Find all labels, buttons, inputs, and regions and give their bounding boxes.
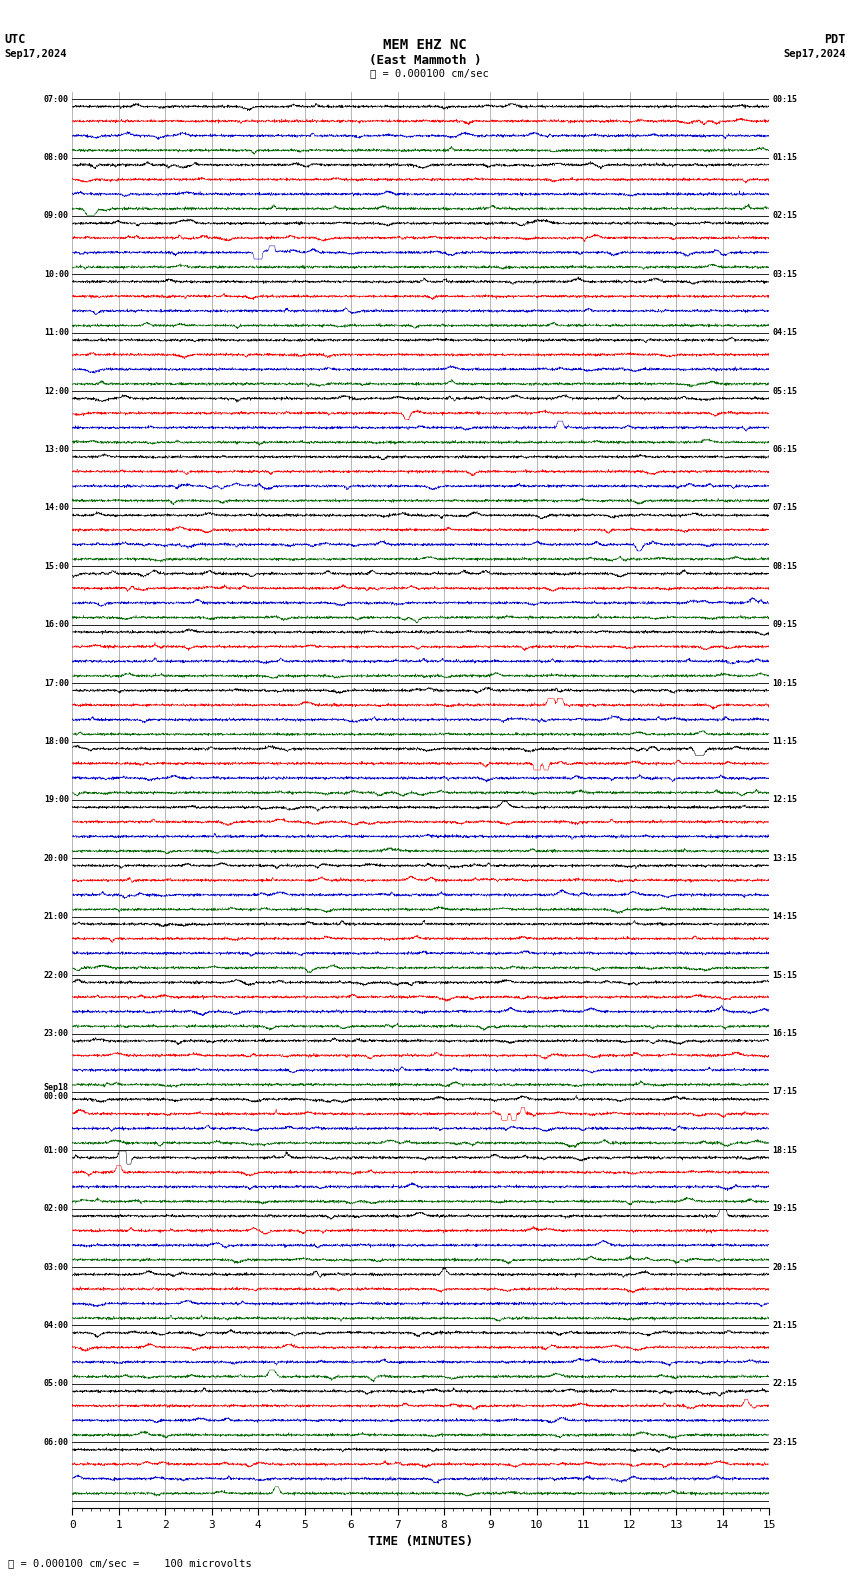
Text: 02:15: 02:15 [773,211,798,220]
Text: 12:00: 12:00 [43,386,69,396]
Text: 05:00: 05:00 [43,1380,69,1389]
Text: 17:00: 17:00 [43,678,69,687]
Text: 03:15: 03:15 [773,269,798,279]
Text: 07:15: 07:15 [773,504,798,513]
Text: Sep17,2024: Sep17,2024 [783,49,846,59]
Text: Sep17,2024: Sep17,2024 [4,49,67,59]
Text: 09:00: 09:00 [43,211,69,220]
Text: 09:15: 09:15 [773,621,798,629]
Text: 11:00: 11:00 [43,328,69,337]
Text: 19:00: 19:00 [43,795,69,805]
Text: 22:15: 22:15 [773,1380,798,1389]
Text: 11:15: 11:15 [773,737,798,746]
Text: 04:00: 04:00 [43,1321,69,1331]
Text: 14:00: 14:00 [43,504,69,513]
Text: 18:00: 18:00 [43,737,69,746]
Text: 20:00: 20:00 [43,854,69,863]
Text: 01:15: 01:15 [773,154,798,162]
Text: 15:15: 15:15 [773,971,798,979]
Text: 08:15: 08:15 [773,562,798,570]
Text: 01:00: 01:00 [43,1145,69,1155]
Text: 19:15: 19:15 [773,1204,798,1213]
Text: 18:15: 18:15 [773,1145,798,1155]
Text: 15:00: 15:00 [43,562,69,570]
Text: 05:15: 05:15 [773,386,798,396]
Text: 14:15: 14:15 [773,912,798,922]
Text: ⎹ = 0.000100 cm/sec =    100 microvolts: ⎹ = 0.000100 cm/sec = 100 microvolts [8,1559,252,1568]
Text: PDT: PDT [824,33,846,46]
Text: 13:00: 13:00 [43,445,69,455]
Text: 23:00: 23:00 [43,1030,69,1038]
Text: 21:15: 21:15 [773,1321,798,1331]
Text: 17:15: 17:15 [773,1087,798,1096]
Text: 02:00: 02:00 [43,1204,69,1213]
Text: 07:00: 07:00 [43,95,69,103]
Text: 04:15: 04:15 [773,328,798,337]
Text: 08:00: 08:00 [43,154,69,162]
Text: 12:15: 12:15 [773,795,798,805]
X-axis label: TIME (MINUTES): TIME (MINUTES) [368,1535,473,1548]
Text: 23:15: 23:15 [773,1438,798,1446]
Text: MEM EHZ NC: MEM EHZ NC [383,38,467,52]
Text: 16:00: 16:00 [43,621,69,629]
Text: (East Mammoth ): (East Mammoth ) [369,54,481,67]
Text: 21:00: 21:00 [43,912,69,922]
Text: Sep18
00:00: Sep18 00:00 [43,1083,69,1101]
Text: 20:15: 20:15 [773,1262,798,1272]
Text: 06:00: 06:00 [43,1438,69,1446]
Text: 00:15: 00:15 [773,95,798,103]
Text: 10:00: 10:00 [43,269,69,279]
Text: 06:15: 06:15 [773,445,798,455]
Text: 22:00: 22:00 [43,971,69,979]
Text: ⎹ = 0.000100 cm/sec: ⎹ = 0.000100 cm/sec [370,68,489,78]
Text: 13:15: 13:15 [773,854,798,863]
Text: 10:15: 10:15 [773,678,798,687]
Text: 16:15: 16:15 [773,1030,798,1038]
Text: 03:00: 03:00 [43,1262,69,1272]
Text: UTC: UTC [4,33,26,46]
